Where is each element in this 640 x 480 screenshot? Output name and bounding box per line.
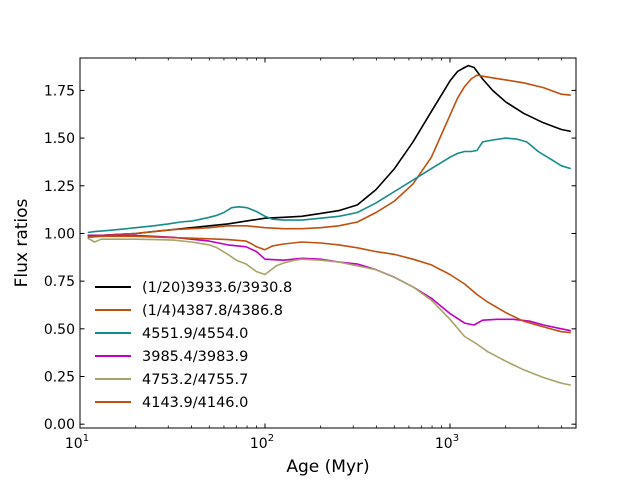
legend-label-6: 4143.9/4146.0 [142,395,248,411]
legend-label-1: (1/20)3933.6/3930.8 [142,280,292,296]
y-axis-label: Flux ratios [12,198,32,287]
legend-label-2: (1/4)4387.8/4386.8 [142,303,283,319]
series-layer [87,64,572,386]
y-tick-label-3: 0.50 [44,322,75,338]
x-axis-label: Age (Myr) [286,457,369,477]
y-tick-label-5: 1.00 [44,226,75,242]
y-tick-label-4: 0.75 [44,274,75,290]
series-line-2 [87,74,571,237]
series-line-5 [87,237,571,386]
series-line-6 [87,235,571,334]
y-tick-label-1: 0.00 [44,417,75,433]
x-tick-label-3: 103 [435,433,459,452]
legend-label-5: 4753.2/4755.7 [142,372,248,388]
tick-layer: 101 102 103 0.00 0.25 0.50 0.75 1.00 1.25 1.50 1.7… [44,58,576,452]
y-tick-label-8: 1.75 [44,83,75,99]
legend: (1/20)3933.6/3930.8 (1/4)4387.8/4386.8 455… [95,280,292,411]
y-tick-label-2: 0.25 [44,370,75,386]
x-tick-label-1: 101 [65,433,89,452]
legend-label-3: 4551.9/4554.0 [142,326,248,342]
series-line-3 [87,137,572,234]
y-tick-label-7: 1.50 [44,131,75,147]
plot-area: 101 102 103 0.00 0.25 0.50 0.75 1.00 1.25 1.50 1.7… [44,57,577,452]
axes-frame [79,57,577,429]
legend-label-4: 3985.4/3983.9 [142,349,248,365]
y-tick-label-6: 1.25 [44,179,75,195]
x-tick-label-2: 102 [250,433,274,452]
